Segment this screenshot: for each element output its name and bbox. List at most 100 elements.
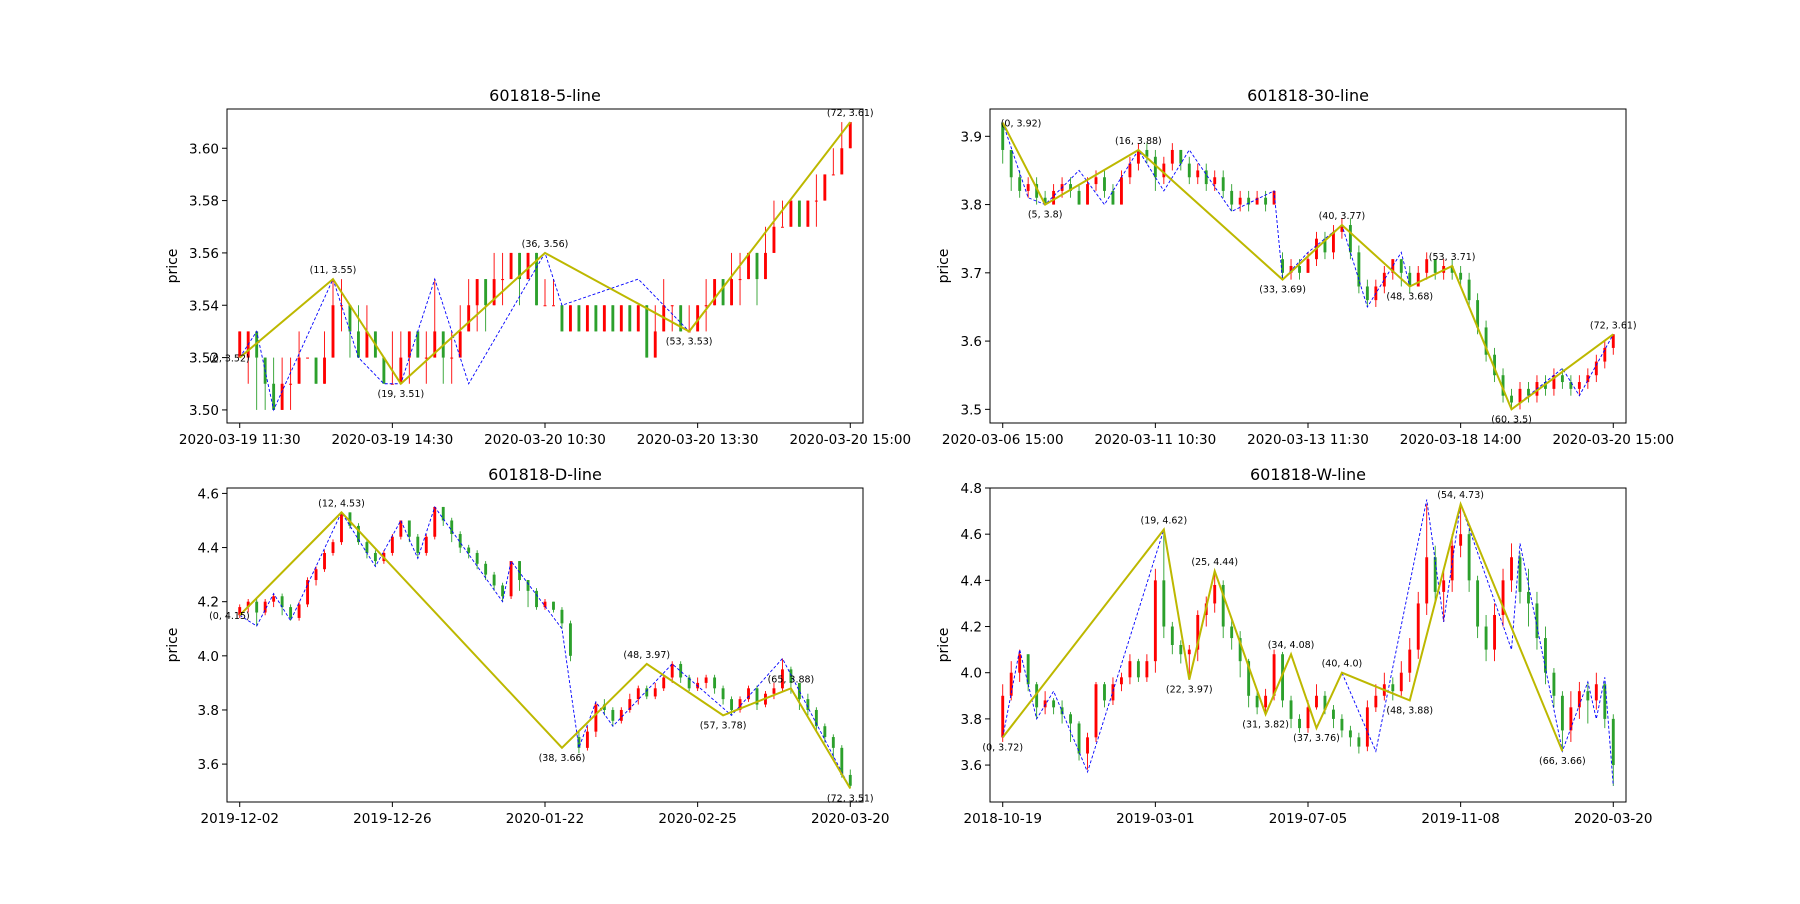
pivot-annotation: (31, 3.82) [1242, 719, 1289, 730]
candle-body [577, 305, 581, 332]
candle-body [738, 279, 742, 281]
candle-body [738, 699, 742, 710]
candle-body [1306, 707, 1310, 729]
candle-body [1247, 197, 1251, 205]
chart-title: 601818-D-line [488, 465, 602, 484]
chart-title: 601818-5-line [489, 86, 601, 105]
pivot-annotation: (25, 4.44) [1191, 557, 1238, 568]
candle-body [662, 677, 666, 689]
candle-body [645, 305, 649, 358]
candle-body [1484, 626, 1488, 650]
candle-body [1043, 197, 1047, 205]
zigzag-line [239, 510, 852, 789]
zigzag-line [239, 121, 852, 386]
y-tick-label: 4.4 [961, 573, 982, 589]
candle-body [1399, 259, 1403, 273]
candle-body [1111, 684, 1115, 701]
candle-body [1247, 661, 1251, 696]
candle-body [433, 506, 437, 537]
chart-panel-3: 601818-D-line 3.6 3.8 4.0 4.2 4.4 4.6 2019-12-0… [165, 465, 890, 827]
candle-body [670, 663, 674, 678]
candle-body [1484, 327, 1488, 355]
candle-body [1119, 177, 1123, 205]
candle-body [1323, 238, 1327, 253]
candle-body [1035, 684, 1039, 708]
y-tick-label: 3.60 [189, 141, 219, 157]
plot-area [238, 121, 852, 412]
x-tick-label: 2020-03-13 11:30 [1247, 432, 1369, 448]
candle-body [1408, 272, 1412, 287]
candle-body [1365, 286, 1369, 301]
pivot-annotation: (33, 3.69) [1259, 285, 1306, 296]
candle-body [1552, 672, 1556, 696]
chart-title: 601818-30-line [1247, 86, 1369, 105]
candle-body [628, 699, 632, 710]
candle-body [340, 512, 343, 543]
y-tick-label: 3.52 [189, 351, 219, 367]
candle-body [704, 305, 708, 307]
candle-body [289, 383, 293, 385]
candle-body [1611, 334, 1615, 348]
y-tick-label: 3.54 [189, 298, 219, 314]
candle-body [289, 607, 293, 618]
pivot-annotation: (53, 3.53) [666, 336, 713, 347]
candle-body [560, 305, 564, 332]
candle-body [1560, 695, 1564, 731]
candle-body [552, 305, 555, 307]
candle-body [1272, 190, 1276, 205]
candle-body [823, 174, 827, 201]
pivot-annotation: (40, 3.77) [1319, 211, 1366, 222]
candle-body [568, 623, 572, 656]
candle-body [1289, 700, 1293, 719]
candle-body [1450, 266, 1454, 273]
candle-body [484, 279, 488, 306]
x-tick-label: 2019-12-26 [353, 811, 431, 827]
candle-body [1221, 177, 1225, 191]
candle-body [1416, 272, 1420, 287]
pivot-annotation: (48, 3.68) [1386, 291, 1433, 302]
y-tick-label: 4.2 [198, 595, 219, 611]
candle-body [619, 709, 623, 721]
candle-body [1586, 691, 1590, 701]
candle-body [806, 699, 810, 710]
candle-body [764, 252, 767, 280]
x-tick-label: 2020-01-22 [506, 811, 584, 827]
y-tick-label: 4.6 [198, 486, 219, 502]
candle-body [789, 200, 793, 227]
candle-body [653, 688, 657, 697]
y-axis-label: price [936, 249, 952, 284]
candle-body [1442, 580, 1446, 592]
candle-body [619, 305, 623, 332]
x-tick-label: 2019-07-05 [1269, 811, 1347, 827]
candle-body [713, 677, 717, 689]
candle-body [1535, 603, 1539, 639]
candle-body [1001, 695, 1005, 738]
candle-body [441, 506, 445, 521]
candle-body [1230, 626, 1234, 639]
candle-body [1153, 580, 1157, 662]
candle-body [450, 357, 454, 359]
candle-body [1594, 361, 1598, 376]
candle-body [611, 305, 615, 332]
candle-body [297, 604, 301, 618]
candle-body [594, 704, 598, 732]
candle-body [704, 677, 708, 683]
candle-body [467, 547, 471, 553]
zigzag-line [1001, 501, 1564, 752]
candle-body [1459, 534, 1463, 546]
x-tick-label: 2019-03-01 [1116, 811, 1194, 827]
candle-body [450, 520, 454, 535]
candle-body [1018, 177, 1022, 191]
candle-body [1281, 654, 1285, 701]
candle-body [1009, 672, 1013, 696]
candle-body [246, 601, 250, 608]
candle-body [1569, 707, 1573, 731]
candle-body [1069, 714, 1073, 724]
candle-body [1170, 149, 1174, 164]
candle-body [484, 563, 488, 575]
pivot-annotation: (0, 3.72) [982, 742, 1023, 753]
candle-body [797, 682, 801, 700]
candle-body [831, 174, 835, 176]
candle-body [1052, 190, 1056, 205]
